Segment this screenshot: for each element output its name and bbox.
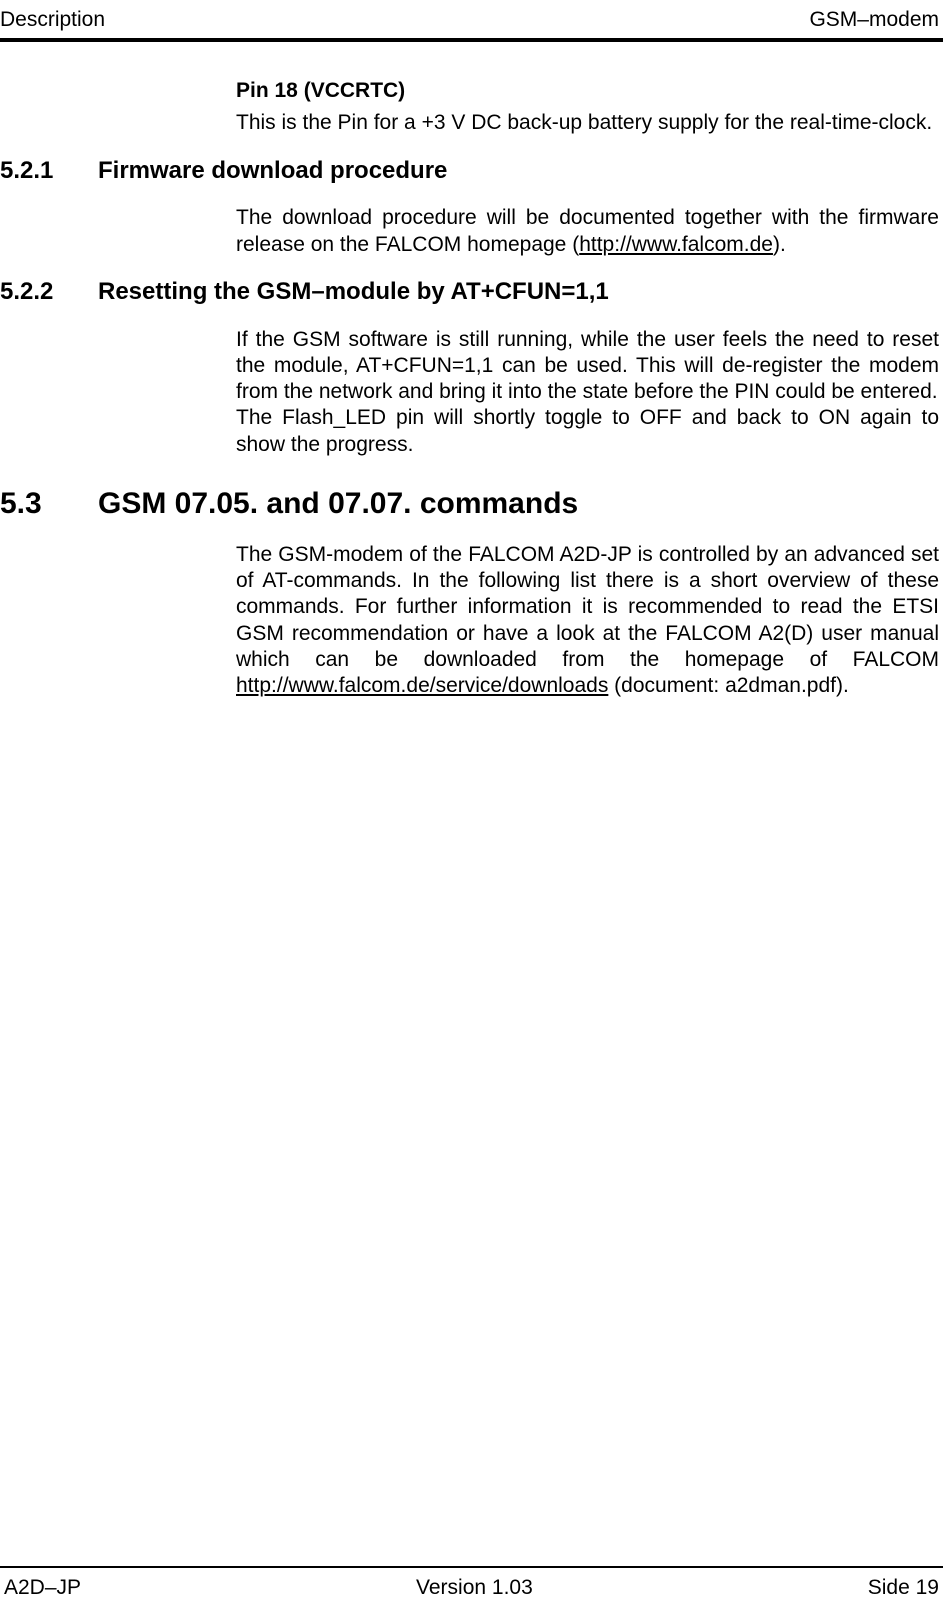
section-53-text-a: The GSM-modem of the FALCOM A2D-JP is co… (236, 543, 939, 671)
section-522-title: Resetting the GSM–module by AT+CFUN=1,1 (98, 278, 609, 307)
footer-left: A2D–JP (4, 1576, 81, 1600)
section-521-paragraph: The download procedure will be documente… (236, 205, 939, 258)
section-522-para2: The Flash_LED pin will shortly toggle to… (236, 405, 939, 458)
section-53-body: The GSM-modem of the FALCOM A2D-JP is co… (0, 542, 939, 700)
section-522-body: If the GSM software is still running, wh… (0, 327, 939, 458)
section-521-link[interactable]: http://www.falcom.de (579, 233, 773, 256)
indent-spacer (0, 78, 236, 137)
section-521-heading: 5.2.1 Firmware download procedure (0, 157, 939, 186)
header-left: Description (0, 8, 105, 32)
section-522-number: 5.2.2 (0, 278, 98, 307)
indent-spacer (0, 542, 236, 700)
pin-block: Pin 18 (VCCRTC) This is the Pin for a +3… (0, 78, 939, 137)
section-521-text-b: ). (773, 233, 786, 256)
footer-right: Side 19 (868, 1576, 939, 1600)
footer-center: Version 1.03 (416, 1576, 533, 1600)
footer-rule (0, 1566, 943, 1568)
pin-text: Pin 18 (VCCRTC) This is the Pin for a +3… (236, 78, 939, 137)
header-right: GSM–modem (809, 8, 939, 32)
section-522-heading: 5.2.2 Resetting the GSM–module by AT+CFU… (0, 278, 939, 307)
section-53-paragraph: The GSM-modem of the FALCOM A2D-JP is co… (236, 542, 939, 700)
page: Description GSM–modem Pin 18 (VCCRTC) Th… (0, 0, 943, 1608)
page-header: Description GSM–modem (0, 0, 943, 36)
section-53-link[interactable]: http://www.falcom.de/service/downloads (236, 674, 608, 697)
pin-description: This is the Pin for a +3 V DC back-up ba… (236, 110, 939, 136)
section-53-number: 5.3 (0, 486, 98, 522)
section-53-heading: 5.3 GSM 07.05. and 07.07. commands (0, 486, 939, 522)
section-53-text-b: (document: a2dman.pdf). (608, 674, 848, 697)
indent-spacer (0, 327, 236, 458)
section-521-number: 5.2.1 (0, 157, 98, 186)
section-53-title: GSM 07.05. and 07.07. commands (98, 486, 578, 522)
page-footer: A2D–JP Version 1.03 Side 19 (0, 1576, 943, 1600)
section-521-body: The download procedure will be documente… (0, 205, 939, 258)
pin-label: Pin 18 (VCCRTC) (236, 78, 939, 104)
section-521-title: Firmware download procedure (98, 157, 447, 186)
indent-spacer (0, 205, 236, 258)
section-522-para1: If the GSM software is still running, wh… (236, 327, 939, 406)
page-body: Pin 18 (VCCRTC) This is the Pin for a +3… (0, 42, 943, 699)
section-522-text: If the GSM software is still running, wh… (236, 327, 939, 458)
